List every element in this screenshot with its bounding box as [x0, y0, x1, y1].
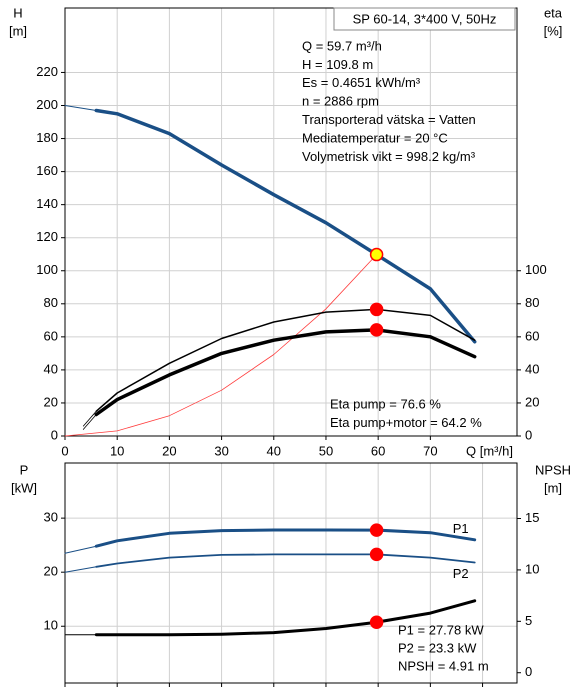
- box-title: SP 60-14, 3*400 V, 50Hz: [353, 11, 497, 26]
- y2-axis-label: [m]: [544, 480, 562, 495]
- y-tick-label: 140: [36, 196, 58, 211]
- duty-point: [369, 323, 384, 337]
- y-tick-label: 180: [36, 130, 58, 145]
- y-tick-label: 40: [44, 361, 58, 376]
- plot-frame: [64, 462, 518, 684]
- x-tick-label: 50: [319, 443, 333, 458]
- y-axis-label: [m]: [9, 23, 27, 38]
- y2-tick-label: 40: [525, 361, 539, 376]
- x-tick-label: 70: [423, 443, 437, 458]
- y2-tick-label: 20: [525, 394, 539, 409]
- note: Eta pump+motor = 64.2 %: [330, 415, 482, 430]
- note: P2 = 23.3 kW: [398, 640, 477, 655]
- x-axis-label: Q [m³/h]: [466, 443, 513, 458]
- info-line: Volymetrisk vikt = 998.2 kg/m³: [302, 149, 476, 164]
- y-tick-label: 60: [44, 328, 58, 343]
- y2-axis-label: eta: [544, 5, 563, 20]
- duty-point: [369, 302, 384, 317]
- y-tick-label: 20: [44, 564, 58, 579]
- curve: [94, 528, 477, 548]
- duty-point: [369, 247, 384, 262]
- info-line: Mediatemperatur = 20 °C: [302, 130, 448, 145]
- y2-tick-label: 15: [525, 510, 539, 525]
- curve: [95, 308, 476, 412]
- info-line: Transporterad vätska = Vatten: [302, 112, 476, 127]
- info-line: Q = 59.7 m³/h: [302, 38, 382, 53]
- y-axis-label: P: [20, 462, 29, 477]
- curve: [94, 108, 477, 344]
- y-axis-label: H: [13, 5, 22, 20]
- y-tick-label: 100: [36, 262, 58, 277]
- info-line: Es = 0.4651 kWh/m³: [302, 75, 421, 90]
- duty-point: [369, 547, 384, 562]
- y2-axis-label: [%]: [544, 23, 563, 38]
- y2-tick-label: 100: [525, 262, 547, 277]
- y-tick-label: 20: [44, 394, 58, 409]
- x-tick-label: 30: [214, 443, 228, 458]
- duty-point: [369, 523, 384, 537]
- y-axis-label: [kW]: [11, 480, 37, 495]
- duty-point: [369, 615, 384, 629]
- note: NPSH = 4.91 m: [398, 658, 489, 673]
- y2-axis-label: NPSH: [535, 462, 571, 477]
- curve-label: P2: [453, 566, 469, 581]
- note: Eta pump = 76.6 %: [330, 396, 441, 411]
- y2-tick-label: 0: [525, 664, 532, 679]
- curve: [64, 254, 377, 437]
- curve-label: P1: [453, 521, 469, 536]
- y2-tick-label: 80: [525, 295, 539, 310]
- note: P1 = 27.78 kW: [398, 622, 484, 637]
- x-tick-label: 60: [371, 443, 385, 458]
- curve: [64, 566, 97, 573]
- curve: [82, 410, 97, 427]
- curve: [64, 105, 97, 111]
- y2-tick-label: 5: [525, 613, 532, 628]
- x-tick-label: 40: [267, 443, 281, 458]
- title-box: [333, 7, 516, 31]
- curve: [94, 599, 477, 637]
- curve: [64, 545, 97, 554]
- curve: [95, 553, 476, 568]
- info-line: n = 2886 rpm: [302, 94, 379, 109]
- y-tick-label: 160: [36, 163, 58, 178]
- y-tick-label: 80: [44, 295, 58, 310]
- y2-tick-label: 60: [525, 328, 539, 343]
- x-tick-label: 20: [162, 443, 176, 458]
- info-line: H = 109.8 m: [302, 57, 373, 72]
- y2-tick-label: 0: [525, 427, 532, 442]
- y-tick-label: 0: [51, 427, 58, 442]
- y-tick-label: 220: [36, 64, 58, 79]
- curve: [82, 414, 97, 430]
- x-tick-label: 0: [61, 443, 68, 458]
- y-tick-label: 30: [44, 510, 58, 525]
- plot-frame: [64, 7, 518, 437]
- y-tick-label: 120: [36, 229, 58, 244]
- curve: [94, 328, 477, 417]
- y-tick-label: 10: [44, 618, 58, 633]
- y2-tick-label: 10: [525, 561, 539, 576]
- y-tick-label: 200: [36, 97, 58, 112]
- x-tick-label: 10: [110, 443, 124, 458]
